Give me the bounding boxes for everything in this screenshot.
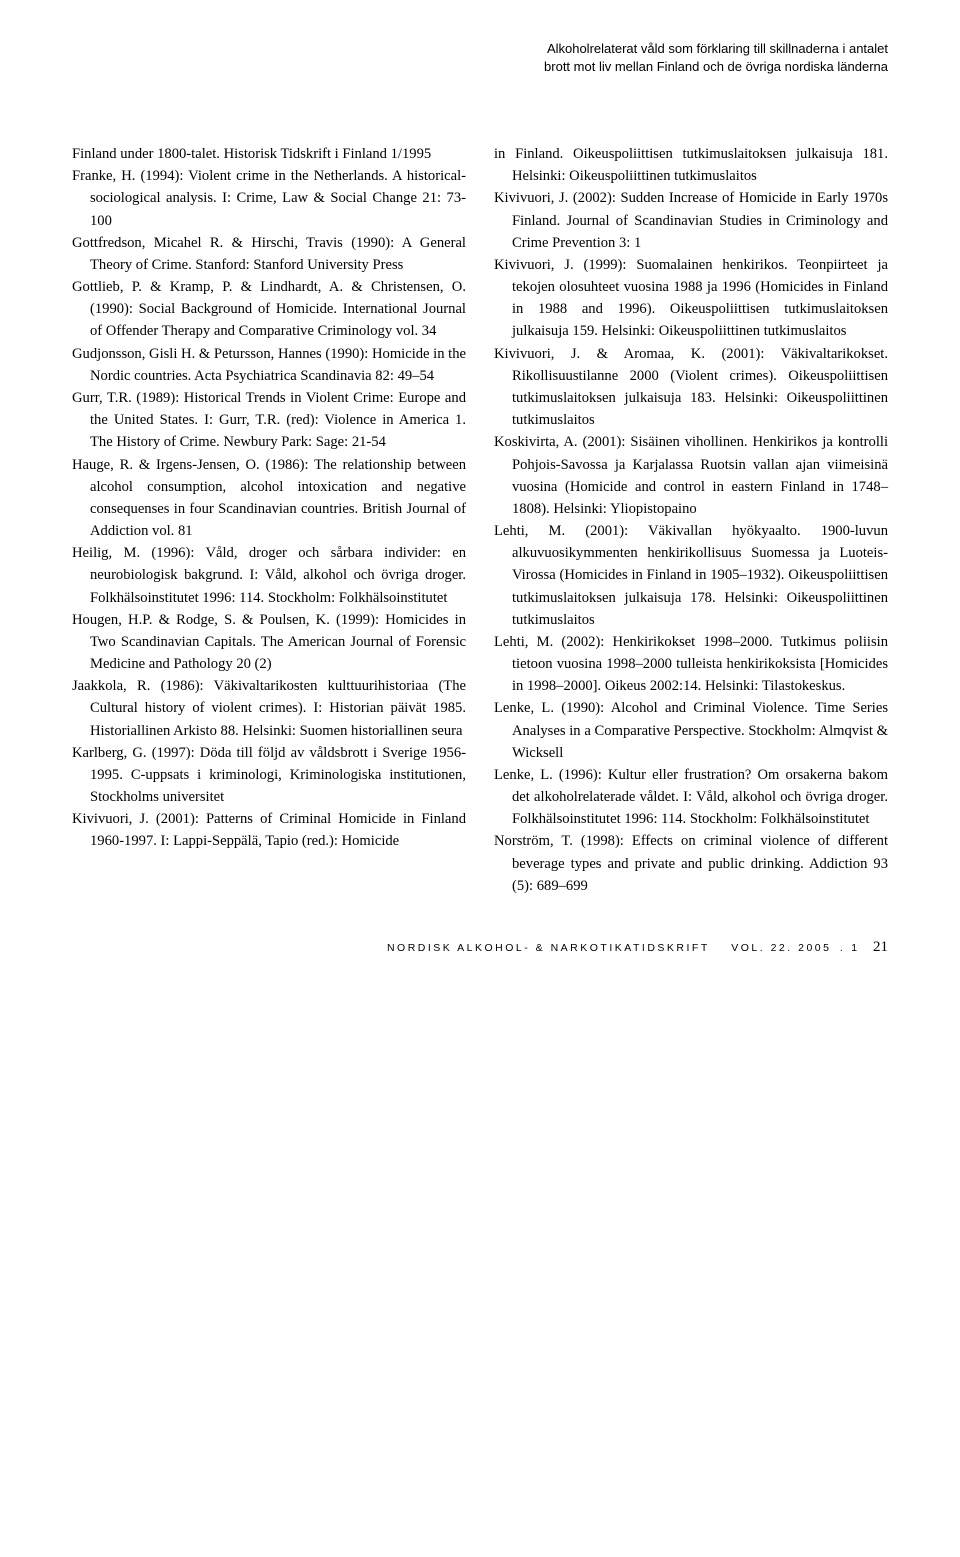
reference-entry: Koskivirta, A. (2001): Sisäinen vihollin… [494,431,888,520]
footer-issue: 1 [851,942,859,954]
reference-entry: Kivivuori, J. (1999): Suomalainen henkir… [494,254,888,343]
references-column-left: Finland under 1800-talet. Historisk Tids… [72,143,466,897]
reference-entry: Kivivuori, J. (2002): Sudden Increase of… [494,187,888,254]
reference-entry: Hougen, H.P. & Rodge, S. & Poulsen, K. (… [72,609,466,676]
reference-entry: Gottlieb, P. & Kramp, P. & Lindhardt, A.… [72,276,466,343]
reference-entry: Lehti, M. (2002): Henkirikokset 1998–200… [494,631,888,698]
footer-journal: NORDISK ALKOHOL- & NARKOTIKATIDSKRIFT [387,942,710,954]
reference-entry: Norström, T. (1998): Effects on criminal… [494,830,888,897]
reference-entry: Hauge, R. & Irgens-Jensen, O. (1986): Th… [72,454,466,543]
reference-entry: Kivivuori, J. & Aromaa, K. (2001): Väkiv… [494,343,888,432]
reference-entry: Franke, H. (1994): Violent crime in the … [72,165,466,232]
reference-entry: Lehti, M. (2001): Väkivallan hyökyaalto.… [494,520,888,631]
footer-vol-label: VOL. [731,942,765,954]
reference-entry: in Finland. Oikeuspoliittisen tutkimusla… [494,143,888,187]
reference-entry: Lenke, L. (1990): Alcohol and Criminal V… [494,697,888,764]
reference-entry: Heilig, M. (1996): Våld, droger och sårb… [72,542,466,609]
running-header-line1: Alkoholrelaterat våld som förklaring til… [547,41,888,56]
running-header: Alkoholrelaterat våld som förklaring til… [72,40,888,75]
reference-entry: Gurr, T.R. (1989): Historical Trends in … [72,387,466,454]
page-number: 21 [873,939,888,955]
footer-year: 2005 [798,942,831,954]
reference-entry: Gottfredson, Micahel R. & Hirschi, Travi… [72,232,466,276]
running-header-line2: brott mot liv mellan Finland och de övri… [544,59,888,74]
footer-separator: . [840,942,843,954]
reference-entry: Jaakkola, R. (1986): Väkivaltarikosten k… [72,675,466,742]
reference-entry: Gudjonsson, Gisli H. & Petursson, Hannes… [72,343,466,387]
references-column-right: in Finland. Oikeuspoliittisen tutkimusla… [494,143,888,897]
reference-entry: Finland under 1800-talet. Historisk Tids… [72,143,466,165]
reference-entry: Kivivuori, J. (2001): Patterns of Crimin… [72,808,466,852]
reference-entry: Karlberg, G. (1997): Döda till följd av … [72,742,466,809]
footer-vol: 22. [771,942,793,954]
reference-entry: Lenke, L. (1996): Kultur eller frustrati… [494,764,888,831]
page-footer: NORDISK ALKOHOL- & NARKOTIKATIDSKRIFT VO… [72,939,888,956]
reference-columns: Finland under 1800-talet. Historisk Tids… [72,143,888,897]
